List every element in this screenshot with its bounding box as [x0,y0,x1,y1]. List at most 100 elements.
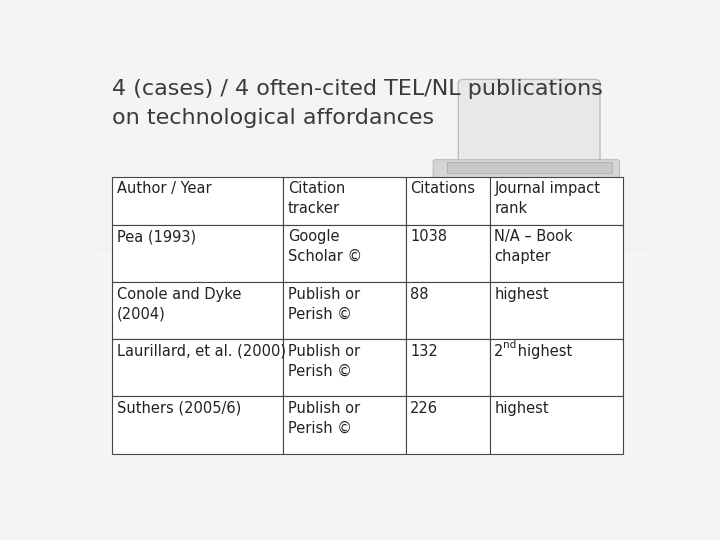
Bar [90,170,648,172]
Bar [90,220,648,222]
Bar [405,225,490,282]
Bar [90,126,648,129]
Bar [90,157,648,158]
Bar [90,250,648,252]
Bar [90,235,648,237]
Bar [284,282,405,339]
Bar [90,136,648,138]
Text: highest: highest [513,344,572,359]
Bar [284,339,405,396]
Bar [90,224,648,226]
Bar [90,119,648,121]
Bar [90,70,648,72]
Bar [90,100,648,102]
Bar [90,104,648,106]
Bar [90,179,648,181]
Bar [90,138,648,140]
Bar [90,190,648,192]
Text: 226: 226 [410,401,438,416]
Text: 88: 88 [410,287,428,302]
Bar [490,225,623,282]
Bar [90,203,648,205]
Bar [112,225,284,282]
Text: Google
Scholar ©: Google Scholar © [288,230,362,264]
Bar [90,164,648,166]
Bar [90,153,648,154]
Bar [90,194,648,196]
Bar [90,230,648,231]
Bar [90,74,648,76]
Bar [90,162,648,164]
Bar [90,91,648,93]
Bar [90,233,648,235]
Text: Author / Year: Author / Year [117,181,212,196]
Bar [90,168,648,170]
Bar [90,106,648,108]
Bar [447,162,612,173]
Bar [90,110,648,112]
Bar [90,245,648,246]
Bar [90,248,648,250]
Bar [490,339,623,396]
Text: Pea (1993): Pea (1993) [117,230,196,245]
Bar [405,339,490,396]
Text: Citations: Citations [410,181,475,196]
Text: highest: highest [494,287,549,302]
Text: N/A – Book
chapter: N/A – Book chapter [494,230,573,264]
Text: 4 (cases) / 4 often-cited TEL/NL publications: 4 (cases) / 4 often-cited TEL/NL publica… [112,79,603,99]
Bar [90,108,648,110]
Bar [90,66,648,69]
Bar [90,154,648,157]
Text: 1038: 1038 [410,230,447,245]
Bar [90,177,648,179]
Text: nd: nd [503,341,516,350]
Bar [90,69,648,70]
Bar [90,172,648,173]
Bar [90,145,648,147]
Text: Publish or
Perish ©: Publish or Perish © [288,344,360,379]
Bar [90,134,648,136]
Bar [90,98,648,100]
Text: Publish or
Perish ©: Publish or Perish © [288,287,360,321]
Bar [90,65,648,66]
Bar [90,181,648,183]
Bar [90,214,648,217]
Bar [90,72,648,74]
Text: on technological affordances: on technological affordances [112,109,434,129]
FancyBboxPatch shape [433,160,619,183]
Bar [90,196,648,198]
Bar [284,177,405,225]
Bar [90,87,648,89]
Bar [90,201,648,203]
Bar [90,192,648,194]
Bar [90,147,648,149]
Bar [405,282,490,339]
Bar [90,141,648,144]
Bar [90,76,648,78]
Bar [90,160,648,162]
Bar [90,117,648,119]
Text: Conole and Dyke
(2004): Conole and Dyke (2004) [117,287,241,321]
Bar [112,396,284,454]
Bar [490,396,623,454]
Bar [90,125,648,126]
Bar [90,113,648,116]
Bar [90,209,648,211]
Bar [90,198,648,199]
Bar [90,78,648,80]
Bar [90,123,648,125]
Bar [284,225,405,282]
Bar [112,177,284,225]
Bar [90,205,648,207]
Bar [90,185,648,186]
Bar [90,144,648,145]
Bar [90,186,648,188]
Bar [90,231,648,233]
Bar [405,396,490,454]
Bar [90,173,648,175]
Bar [90,213,648,214]
Bar [90,94,648,97]
Text: 2: 2 [494,344,504,359]
Bar [90,97,648,98]
Text: highest: highest [494,401,549,416]
